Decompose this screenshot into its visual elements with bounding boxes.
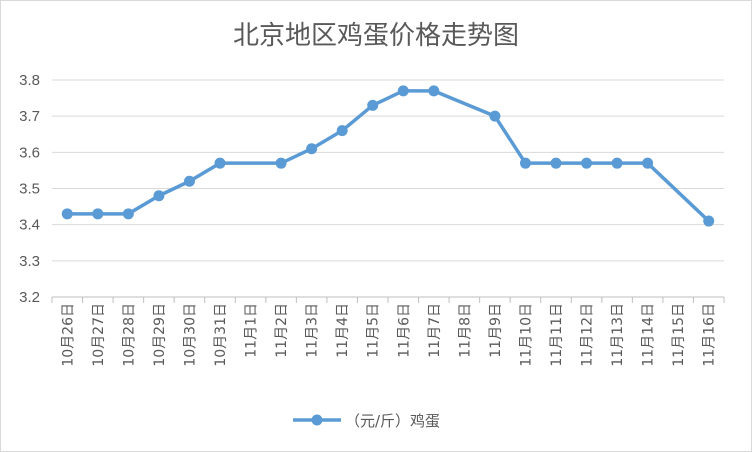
- x-tick-label: 11月1日: [244, 303, 260, 358]
- y-tick-label: 3.4: [19, 217, 40, 234]
- series-egg-price: [61, 85, 715, 227]
- x-tick-label: 11月12日: [580, 303, 596, 367]
- y-tick-label: 3.3: [19, 253, 40, 270]
- legend-marker: [311, 414, 323, 426]
- data-point: [183, 175, 195, 187]
- data-point: [428, 85, 440, 97]
- data-point: [336, 125, 348, 137]
- x-tick-label: 11月7日: [427, 303, 443, 358]
- data-point: [275, 157, 287, 169]
- x-axis: 10月26日 10月27日 10月28日 10月29日 10月30日 10月31日 11月1…: [51, 297, 725, 367]
- x-tick-label: 11月6日: [396, 303, 412, 358]
- data-point: [703, 215, 715, 227]
- x-tick-label: 10月26日: [60, 303, 76, 367]
- legend-label: （元/斤）鸡蛋: [345, 412, 440, 430]
- x-tick-label: 10月28日: [121, 303, 137, 367]
- x-tick-label: 11月9日: [488, 303, 504, 358]
- grid-lines: [52, 79, 724, 298]
- x-tick-label: 11月4日: [335, 303, 351, 358]
- data-point: [153, 190, 165, 202]
- y-tick-label: 3.7: [19, 108, 40, 125]
- x-tick-label: 11月16日: [702, 303, 718, 367]
- x-tick-label: 11月5日: [366, 303, 382, 358]
- data-point: [122, 208, 134, 220]
- x-tick-label: 10月29日: [152, 303, 168, 367]
- data-point: [397, 85, 409, 97]
- data-point: [92, 208, 104, 220]
- data-point: [519, 157, 531, 169]
- y-tick-label: 3.2: [19, 289, 40, 306]
- x-tick-label: 11月14日: [641, 303, 657, 367]
- data-point: [642, 157, 654, 169]
- x-tick-label: 10月30日: [182, 303, 198, 367]
- data-point: [214, 157, 226, 169]
- chart-title: 北京地区鸡蛋价格走势图: [233, 21, 519, 51]
- data-point: [611, 157, 623, 169]
- data-point: [489, 110, 501, 122]
- x-tick-label: 11月15日: [671, 303, 687, 367]
- data-point: [61, 208, 73, 220]
- data-point: [367, 99, 379, 111]
- series-line: [67, 89, 710, 223]
- legend: （元/斤）鸡蛋: [293, 412, 440, 430]
- data-point: [550, 157, 562, 169]
- y-tick-label: 3.6: [19, 144, 40, 161]
- x-tick-label: 11月11日: [549, 303, 565, 367]
- x-tick-label: 10月27日: [91, 303, 107, 367]
- x-tick-label: 11月3日: [305, 303, 321, 358]
- data-point: [306, 143, 318, 155]
- x-tick-label: 11月8日: [457, 303, 473, 358]
- y-tick-label: 3.5: [19, 181, 40, 198]
- y-axis: 3.2 3.3 3.4 3.5 3.6 3.7 3.8: [19, 72, 40, 306]
- x-tick-label: 10月31日: [213, 303, 229, 367]
- x-tick-label: 11月10日: [518, 303, 534, 367]
- y-tick-label: 3.8: [19, 72, 40, 89]
- x-tick-label: 11月13日: [610, 303, 626, 367]
- x-tick-label: 11月2日: [274, 303, 290, 358]
- data-point: [581, 157, 593, 169]
